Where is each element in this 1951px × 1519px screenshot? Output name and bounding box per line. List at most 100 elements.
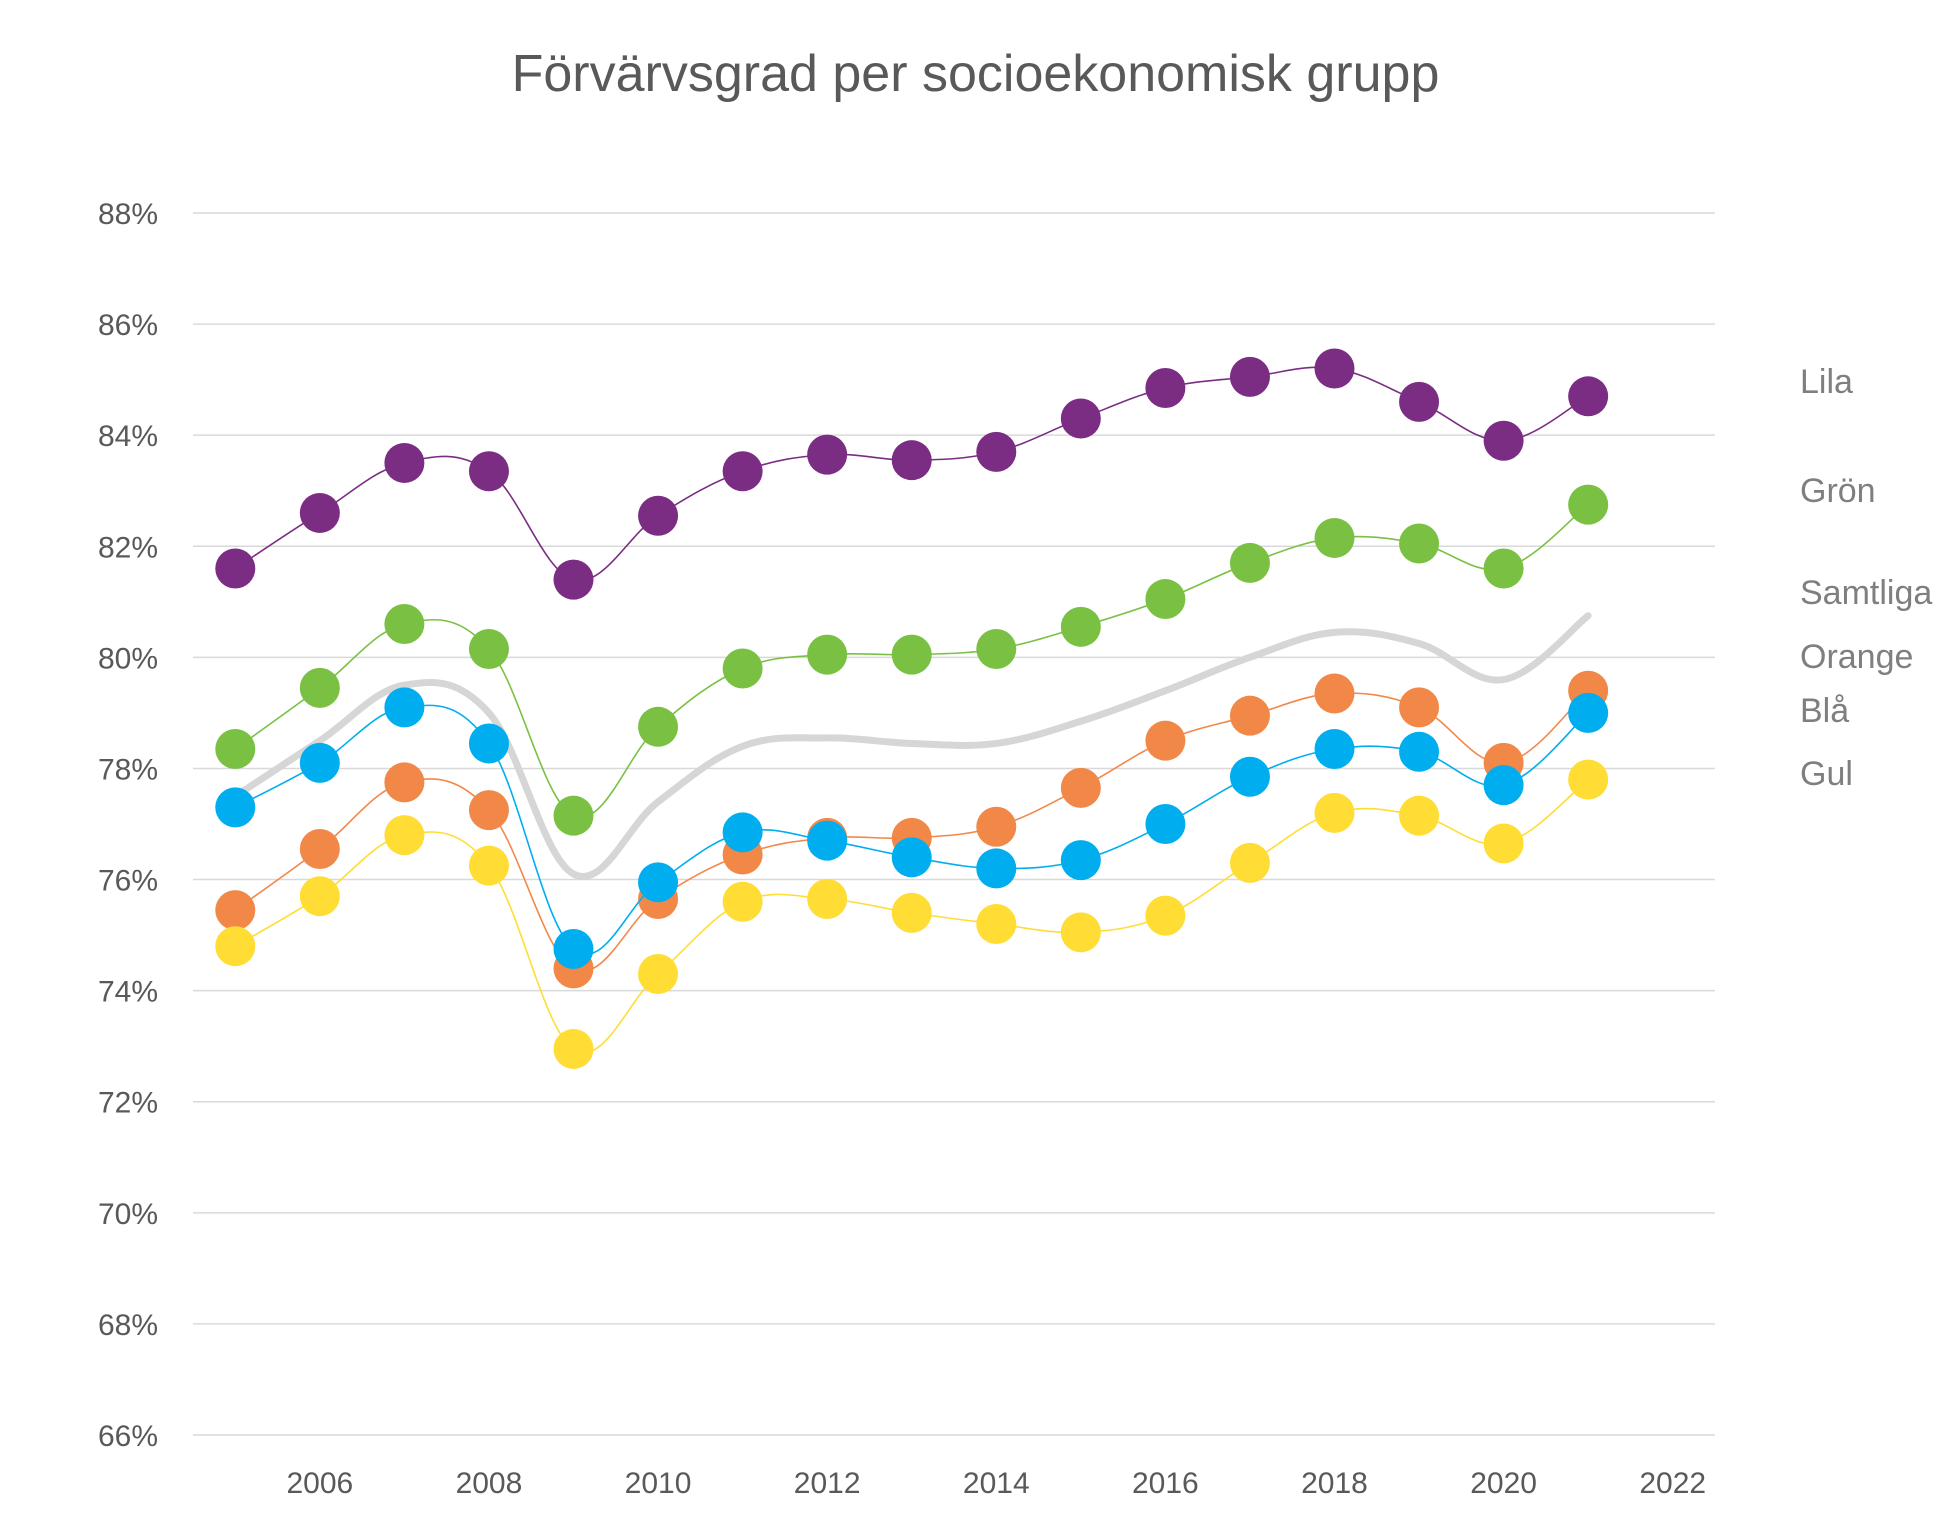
data-point-bl- [1314, 729, 1355, 770]
data-point-bl- [722, 812, 763, 853]
data-point-lila [891, 440, 932, 481]
data-point-gr-n [553, 795, 594, 836]
data-point-gr-n [722, 648, 763, 689]
data-point-gul [1568, 759, 1609, 800]
data-point-gul [299, 876, 340, 917]
series-lila [215, 348, 1609, 600]
data-point-lila [722, 451, 763, 492]
data-point-gul [891, 892, 932, 933]
x-tick-label: 2006 [286, 1467, 353, 1500]
data-point-lila [553, 559, 594, 600]
data-point-lila [1229, 356, 1270, 397]
data-point-lila [384, 442, 425, 483]
legend-label: Blå [1800, 692, 1849, 730]
data-point-lila [638, 495, 679, 536]
data-point-gul [215, 926, 256, 967]
data-point-orange [1145, 720, 1186, 761]
series-gul [215, 759, 1609, 1069]
data-point-gul [1229, 842, 1270, 883]
data-point-gr-n [976, 629, 1017, 670]
data-point-gul [976, 903, 1017, 944]
y-tick-label: 84% [98, 420, 158, 453]
data-point-lila [1314, 348, 1355, 389]
data-point-bl- [468, 723, 509, 764]
data-point-orange [215, 890, 256, 931]
data-point-gul [1145, 895, 1186, 936]
data-point-gr-n [891, 634, 932, 675]
data-point-bl- [384, 687, 425, 728]
data-point-gr-n [1229, 542, 1270, 583]
gridlines [193, 212, 1715, 1436]
data-point-lila [1483, 420, 1524, 461]
y-tick-label: 68% [98, 1309, 158, 1342]
x-tick-label: 2016 [1132, 1467, 1199, 1500]
data-point-gr-n [1314, 517, 1355, 558]
data-point-gr-n [638, 706, 679, 747]
data-point-lila [976, 431, 1017, 472]
data-point-lila [299, 492, 340, 533]
data-point-gr-n [1483, 548, 1524, 589]
data-point-orange [1314, 673, 1355, 714]
data-point-orange [468, 790, 509, 831]
data-point-orange [299, 828, 340, 869]
data-point-bl- [1568, 692, 1609, 733]
data-point-gul [553, 1028, 594, 1069]
y-tick-label: 66% [98, 1420, 158, 1453]
data-point-gr-n [1145, 579, 1186, 620]
x-tick-label: 2022 [1639, 1467, 1706, 1500]
data-point-bl- [215, 787, 256, 828]
data-point-bl- [891, 837, 932, 878]
data-point-gr-n [384, 604, 425, 645]
y-tick-label: 78% [98, 753, 158, 786]
data-point-orange [1060, 767, 1101, 808]
series-group [215, 348, 1609, 1069]
data-point-lila [807, 434, 848, 475]
x-tick-label: 2012 [794, 1467, 861, 1500]
series-line-samtliga [231, 612, 1592, 880]
y-tick-label: 80% [98, 642, 158, 675]
data-point-gul [1314, 792, 1355, 833]
data-point-gr-n [1568, 484, 1609, 525]
data-point-gul [468, 845, 509, 886]
series-bl- [215, 687, 1609, 969]
x-tick-label: 2014 [963, 1467, 1030, 1500]
x-tick-label: 2008 [456, 1467, 523, 1500]
x-axis-tick-labels: 2006 2008 2010 2012 2014 2016 2018 2020 2022 [286, 1467, 1706, 1500]
data-point-gul [384, 815, 425, 856]
data-point-gr-n [1399, 523, 1440, 564]
data-point-lila [1145, 367, 1186, 408]
series-gr-n [215, 484, 1609, 836]
series-line-bl- [234, 704, 1589, 956]
y-tick-label: 88% [98, 198, 158, 231]
data-point-gul [1060, 912, 1101, 953]
x-tick-label: 2020 [1470, 1467, 1537, 1500]
data-point-lila [1399, 381, 1440, 422]
data-point-gr-n [299, 667, 340, 708]
x-tick-label: 2018 [1301, 1467, 1368, 1500]
data-point-gul [1399, 795, 1440, 836]
data-point-bl- [1399, 731, 1440, 772]
series-orange [215, 670, 1609, 989]
legend-label: Samtliga [1800, 574, 1932, 612]
data-point-gr-n [807, 634, 848, 675]
data-point-gul [807, 878, 848, 919]
legend-label: Gul [1800, 755, 1853, 793]
data-point-bl- [976, 848, 1017, 889]
data-point-lila [1060, 398, 1101, 439]
series-samtliga [231, 612, 1592, 880]
y-axis-tick-labels: 66% 68% 70% 72% 74% 76% 78% 80% 82% 84% 86% 88% [98, 198, 158, 1453]
data-point-orange [976, 806, 1017, 847]
y-tick-label: 70% [98, 1198, 158, 1231]
y-tick-label: 76% [98, 865, 158, 898]
data-point-bl- [299, 742, 340, 783]
data-point-gr-n [215, 729, 256, 770]
data-point-bl- [1145, 804, 1186, 844]
data-point-bl- [1483, 765, 1524, 806]
data-point-lila [1568, 376, 1609, 417]
data-point-orange [384, 762, 425, 803]
legend: Lila Grön Samtliga Orange Blå Gul [1800, 363, 1932, 793]
y-tick-label: 86% [98, 309, 158, 342]
legend-label: Lila [1800, 363, 1853, 401]
legend-label: Orange [1800, 638, 1913, 676]
series-line-orange [234, 689, 1589, 972]
